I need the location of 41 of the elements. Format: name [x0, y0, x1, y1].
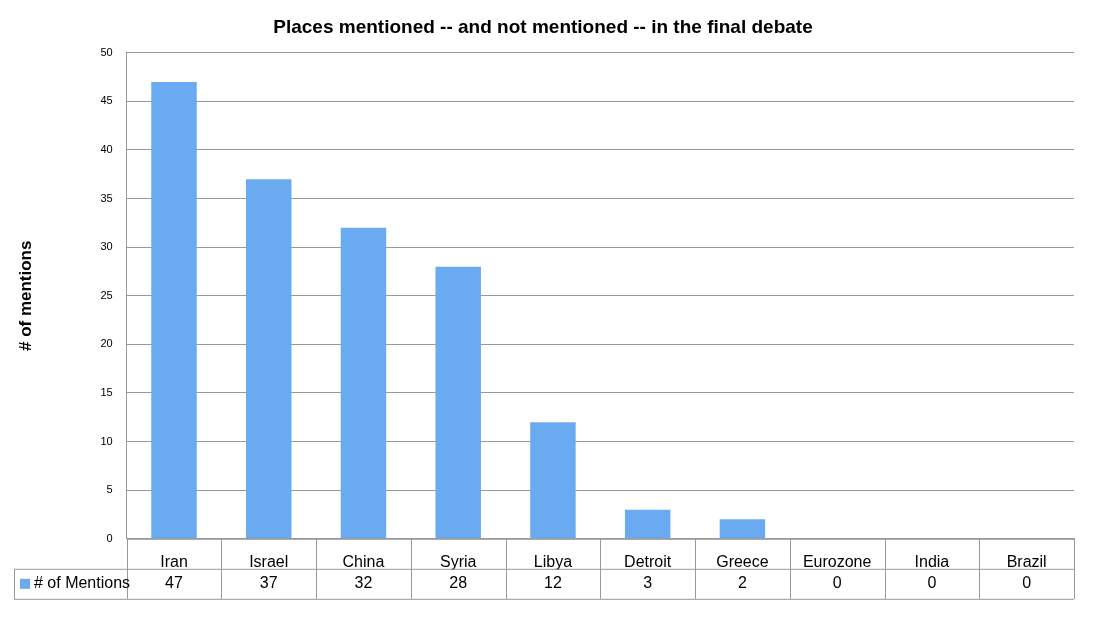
bar — [246, 179, 292, 539]
bar — [435, 266, 481, 539]
bar — [151, 81, 197, 539]
data-label: 0 — [832, 574, 842, 592]
data-label: 28 — [449, 574, 468, 592]
x-tick-label: Israel — [249, 552, 289, 570]
bar — [719, 519, 766, 539]
x-tick-label: Syria — [439, 552, 477, 570]
x-tick-label: Iran — [160, 552, 188, 570]
y-tick-label: 30 — [100, 240, 113, 253]
data-label: 0 — [927, 574, 937, 592]
x-tick-label: Detroit — [624, 552, 672, 570]
x-tick-label: Eurozone — [802, 552, 872, 570]
bar — [624, 509, 671, 539]
y-tick-label: 25 — [100, 288, 113, 301]
y-tick-label: 40 — [100, 143, 113, 156]
bar — [340, 227, 387, 539]
x-tick-label: Greece — [716, 552, 769, 570]
data-label: 3 — [643, 574, 653, 592]
bar — [530, 422, 576, 539]
data-label: 12 — [544, 574, 562, 592]
x-tick-label: Libya — [533, 552, 573, 570]
x-tick-label: Brazil — [1006, 552, 1047, 570]
y-tick-label: 45 — [100, 94, 113, 107]
y-axis-title: # of mentions — [15, 240, 35, 352]
x-tick-label: India — [914, 552, 950, 570]
y-tick-label: 10 — [100, 434, 113, 447]
y-tick-label: 35 — [100, 191, 113, 204]
chart-title: Places mentioned -- and not mentioned -- in the final debate — [273, 15, 813, 37]
data-label: 32 — [354, 574, 373, 592]
y-tick-label: 20 — [100, 337, 113, 350]
data-label: 47 — [165, 574, 183, 592]
y-tick-label: 0 — [106, 531, 113, 544]
legend-label: # of Mentions — [34, 574, 131, 592]
data-label: 2 — [737, 574, 747, 592]
y-tick-label: 5 — [106, 483, 113, 496]
y-tick-label: 50 — [100, 45, 113, 58]
data-label: 37 — [259, 574, 278, 592]
x-tick-label: China — [342, 552, 385, 570]
data-label: 0 — [1022, 574, 1032, 592]
y-tick-label: 15 — [100, 386, 113, 399]
